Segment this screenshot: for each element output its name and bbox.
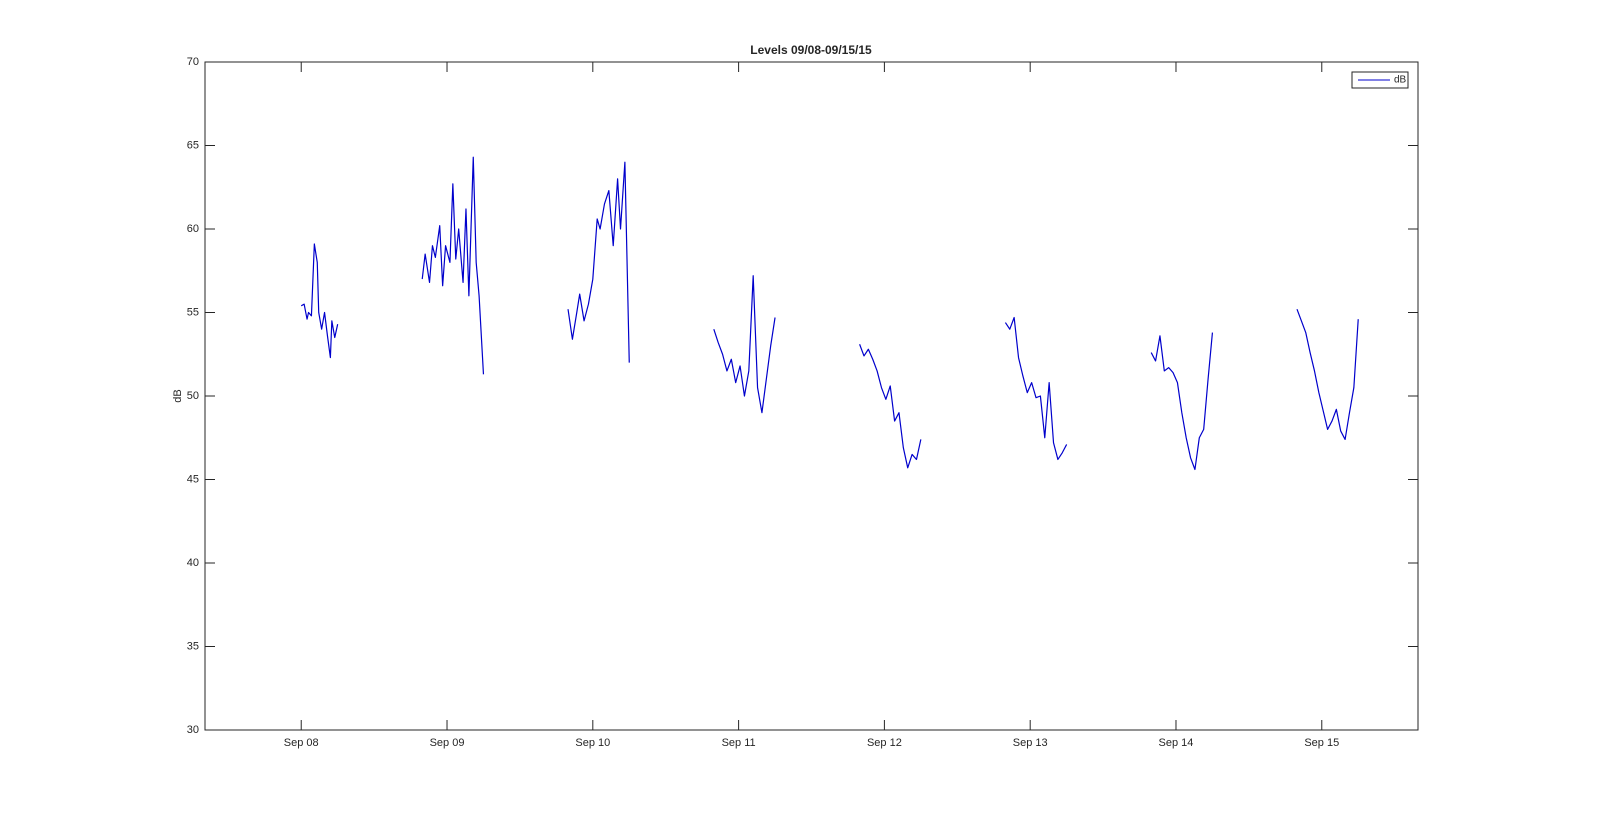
data-line [421,156,485,375]
data-line [1004,316,1068,461]
y-tick-label: 65 [187,139,199,151]
data-line [1296,308,1359,441]
y-axis-label: dB [172,389,184,402]
y-tick-label: 55 [187,306,199,318]
x-tick-label: Sep 14 [1159,737,1194,749]
data-line [713,275,776,414]
data-line [300,243,339,359]
y-tick-label: 40 [187,557,199,569]
x-tick-label: Sep 10 [575,737,610,749]
x-tick-label: Sep 08 [284,737,319,749]
data-line [859,344,922,469]
y-tick-label: 30 [187,724,199,736]
y-tick-label: 45 [187,473,199,485]
chart-title: Levels 09/08-09/15/15 [750,43,872,57]
data-line [1150,332,1214,471]
x-tick-label: Sep 11 [722,737,756,749]
x-tick-label: Sep 12 [867,737,902,749]
x-tick-label: Sep 13 [1013,737,1048,749]
y-tick-label: 50 [187,390,199,402]
data-line [567,161,630,363]
y-tick-label: 60 [187,223,199,235]
legend-label: dB [1394,75,1407,86]
y-tick-label: 35 [187,640,199,652]
x-tick-label: Sep 09 [430,737,465,749]
x-tick-label: Sep 15 [1304,737,1339,749]
y-tick-label: 70 [187,56,199,68]
